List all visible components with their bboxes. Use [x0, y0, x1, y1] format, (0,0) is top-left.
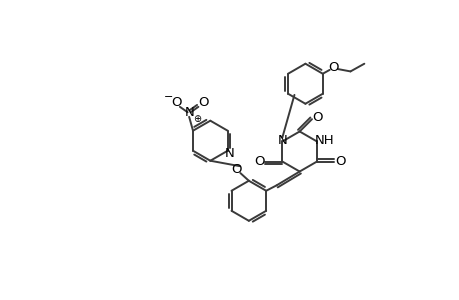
Text: O: O [253, 155, 264, 168]
Text: O: O [334, 155, 345, 168]
Text: N: N [185, 106, 194, 119]
Text: O: O [231, 164, 241, 176]
Text: O: O [170, 96, 181, 109]
Text: O: O [198, 96, 208, 109]
Text: ⊕: ⊕ [192, 114, 201, 124]
Text: NH: NH [314, 134, 334, 147]
Text: O: O [328, 61, 338, 74]
Text: −: − [163, 92, 173, 102]
Text: N: N [277, 134, 286, 147]
Text: N: N [224, 146, 235, 160]
Text: O: O [312, 111, 322, 124]
